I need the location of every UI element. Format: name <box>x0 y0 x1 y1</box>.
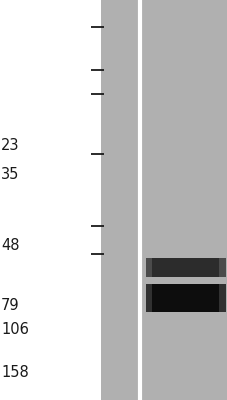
Text: 158: 158 <box>1 365 29 380</box>
Text: 48: 48 <box>1 238 20 254</box>
Bar <box>141 0 227 400</box>
Bar <box>218 284 225 312</box>
Bar <box>101 0 138 400</box>
Text: 106: 106 <box>1 322 29 338</box>
Text: 79: 79 <box>1 298 20 314</box>
Bar <box>145 284 152 312</box>
Text: 35: 35 <box>1 166 20 182</box>
Bar <box>145 284 225 312</box>
Text: 23: 23 <box>1 138 20 154</box>
Bar <box>145 258 152 277</box>
Bar <box>145 258 225 277</box>
Bar <box>218 258 225 277</box>
